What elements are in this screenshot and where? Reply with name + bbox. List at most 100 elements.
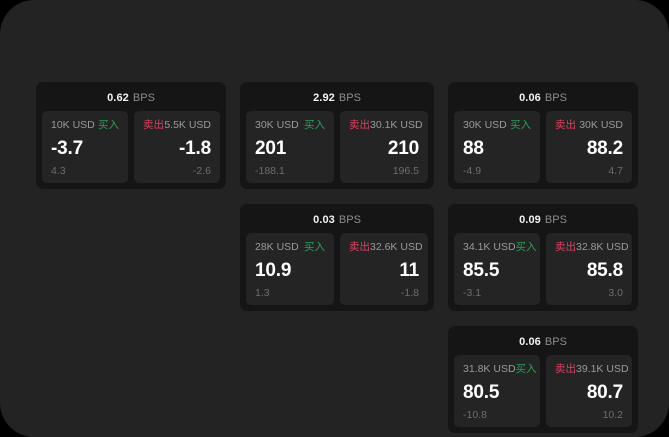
bps-value: 0.62 — [107, 91, 129, 104]
sell-price: 80.7 — [586, 381, 623, 403]
card-sides: 34.1K USD 买入 85.5 -3.1 卖出 32.8K USD 85.8… — [454, 233, 632, 305]
buy-panel[interactable]: 10K USD 买入 -3.7 4.3 — [42, 111, 128, 183]
quote-card[interactable]: 0.09 BPS 34.1K USD 买入 85.5 -3.1 卖出 — [448, 204, 638, 311]
bps-unit-label: BPS — [338, 91, 361, 104]
quote-column-2: 2.92 BPS 30K USD 买入 201 -188.1 卖出 — [240, 82, 434, 433]
sell-size-label: 32.8K USD — [576, 240, 629, 253]
sell-subvalue: 196.5 — [392, 164, 419, 177]
sell-panel-header: 卖出 32.8K USD — [555, 240, 629, 253]
buy-tag-label: 买入 — [510, 118, 531, 131]
card-sides: 31.8K USD 买入 80.5 -10.8 卖出 39.1K USD 80.… — [454, 355, 632, 427]
buy-size-label: 30K USD — [255, 118, 299, 131]
sell-panel-header: 卖出 30.1K USD — [349, 119, 423, 131]
sell-subvalue: -2.6 — [192, 164, 211, 177]
sell-subvalue: -1.8 — [400, 286, 419, 299]
buy-size-label: 31.8K USD — [463, 362, 516, 375]
quote-card[interactable]: 0.06 BPS 30K USD 买入 88 -4.9 卖出 — [448, 82, 638, 189]
buy-panel[interactable]: 28K USD 买入 10.9 1.3 — [246, 233, 334, 305]
sell-panel[interactable]: 卖出 30.1K USD 210 196.5 — [340, 111, 428, 183]
buy-panel-header: 34.1K USD 买入 — [463, 241, 537, 253]
sell-size-label: 5.5K USD — [164, 118, 211, 131]
sell-size-label: 30.1K USD — [370, 118, 423, 131]
quote-card[interactable]: 0.62 BPS 10K USD 买入 -3.7 4.3 卖出 — [36, 82, 226, 189]
sell-panel-header: 卖出 39.1K USD — [555, 362, 629, 375]
buy-panel[interactable]: 30K USD 买入 201 -188.1 — [246, 111, 334, 183]
sell-price: 88.2 — [586, 137, 623, 159]
sell-panel[interactable]: 卖出 32.8K USD 85.8 3.0 — [546, 233, 632, 305]
sell-size-label: 39.1K USD — [576, 362, 629, 375]
buy-subvalue: -3.1 — [463, 286, 482, 299]
buy-panel-header: 30K USD 买入 — [463, 119, 531, 131]
quote-card[interactable]: 0.06 BPS 31.8K USD 买入 80.5 -10.8 卖 — [448, 326, 638, 433]
card-header: 0.06 BPS — [454, 88, 632, 108]
sell-panel[interactable]: 卖出 5.5K USD -1.8 -2.6 — [134, 111, 220, 183]
sell-panel-header: 卖出 5.5K USD — [143, 119, 211, 131]
buy-price: 85.5 — [463, 259, 500, 281]
quote-column-1: 0.62 BPS 10K USD 买入 -3.7 4.3 卖出 — [36, 82, 226, 433]
card-header: 2.92 BPS — [246, 88, 428, 108]
buy-size-label: 30K USD — [463, 118, 507, 131]
sell-subvalue: 10.2 — [602, 408, 623, 421]
card-header: 0.03 BPS — [246, 210, 428, 230]
quote-card[interactable]: 2.92 BPS 30K USD 买入 201 -188.1 卖出 — [240, 82, 434, 189]
bps-value: 0.03 — [313, 213, 335, 226]
bps-value: 0.09 — [519, 213, 541, 226]
card-sides: 30K USD 买入 88 -4.9 卖出 30K USD 88.2 4.7 — [454, 111, 632, 183]
buy-price: 88 — [463, 137, 484, 159]
buy-tag-label: 买入 — [515, 362, 537, 375]
bps-unit-label: BPS — [338, 213, 361, 226]
card-sides: 28K USD 买入 10.9 1.3 卖出 32.6K USD 11 -1.8 — [246, 233, 428, 305]
sell-panel[interactable]: 卖出 32.6K USD 11 -1.8 — [340, 233, 428, 305]
sell-panel-header: 卖出 32.6K USD — [349, 240, 423, 253]
buy-panel[interactable]: 30K USD 买入 88 -4.9 — [454, 111, 540, 183]
sell-tag-label: 卖出 — [555, 118, 576, 131]
bps-unit-label: BPS — [544, 213, 567, 226]
buy-price: 201 — [255, 137, 287, 159]
sell-size-label: 30K USD — [579, 118, 623, 131]
buy-tag-label: 买入 — [515, 240, 537, 253]
quote-board: 0.62 BPS 10K USD 买入 -3.7 4.3 卖出 — [36, 82, 638, 433]
buy-price: 10.9 — [255, 259, 292, 281]
sell-tag-label: 卖出 — [555, 362, 576, 375]
buy-subvalue: -188.1 — [255, 164, 285, 177]
buy-panel[interactable]: 31.8K USD 买入 80.5 -10.8 — [454, 355, 540, 427]
buy-panel-header: 31.8K USD 买入 — [463, 362, 537, 375]
sell-tag-label: 卖出 — [143, 118, 164, 131]
buy-panel[interactable]: 34.1K USD 买入 85.5 -3.1 — [454, 233, 540, 305]
sell-subvalue: 4.7 — [608, 164, 623, 177]
quote-card[interactable]: 0.03 BPS 28K USD 买入 10.9 1.3 卖出 — [240, 204, 434, 311]
card-sides: 30K USD 买入 201 -188.1 卖出 30.1K USD 210 1… — [246, 111, 428, 183]
sell-tag-label: 卖出 — [349, 240, 370, 253]
sell-price: -1.8 — [179, 137, 211, 159]
buy-panel-header: 30K USD 买入 — [255, 119, 325, 131]
sell-panel[interactable]: 卖出 39.1K USD 80.7 10.2 — [546, 355, 632, 427]
bps-unit-label: BPS — [132, 91, 155, 104]
bps-unit-label: BPS — [544, 91, 567, 104]
sell-subvalue: 3.0 — [608, 286, 623, 299]
bps-value: 0.06 — [519, 91, 541, 104]
buy-panel-header: 10K USD 买入 — [51, 119, 119, 131]
bps-value: 2.92 — [313, 91, 335, 104]
card-header: 0.06 BPS — [454, 332, 632, 352]
sell-panel[interactable]: 卖出 30K USD 88.2 4.7 — [546, 111, 632, 183]
sell-tag-label: 卖出 — [555, 240, 576, 253]
buy-tag-label: 买入 — [304, 118, 325, 131]
sell-panel-header: 卖出 30K USD — [555, 119, 623, 131]
card-header: 0.09 BPS — [454, 210, 632, 230]
buy-subvalue: -4.9 — [463, 164, 482, 177]
bps-unit-label: BPS — [544, 335, 567, 348]
card-sides: 10K USD 买入 -3.7 4.3 卖出 5.5K USD -1.8 -2.… — [42, 111, 220, 183]
quote-column-3: 0.06 BPS 30K USD 买入 88 -4.9 卖出 — [448, 82, 638, 433]
buy-size-label: 28K USD — [255, 240, 299, 253]
buy-price: -3.7 — [51, 137, 83, 159]
card-header: 0.62 BPS — [42, 88, 220, 108]
buy-subvalue: 1.3 — [255, 286, 270, 299]
buy-price: 80.5 — [463, 381, 500, 403]
buy-tag-label: 买入 — [98, 118, 119, 131]
buy-tag-label: 买入 — [304, 240, 325, 253]
buy-panel-header: 28K USD 买入 — [255, 241, 325, 253]
bps-value: 0.06 — [519, 335, 541, 348]
sell-price: 210 — [387, 137, 419, 159]
buy-size-label: 10K USD — [51, 118, 95, 131]
